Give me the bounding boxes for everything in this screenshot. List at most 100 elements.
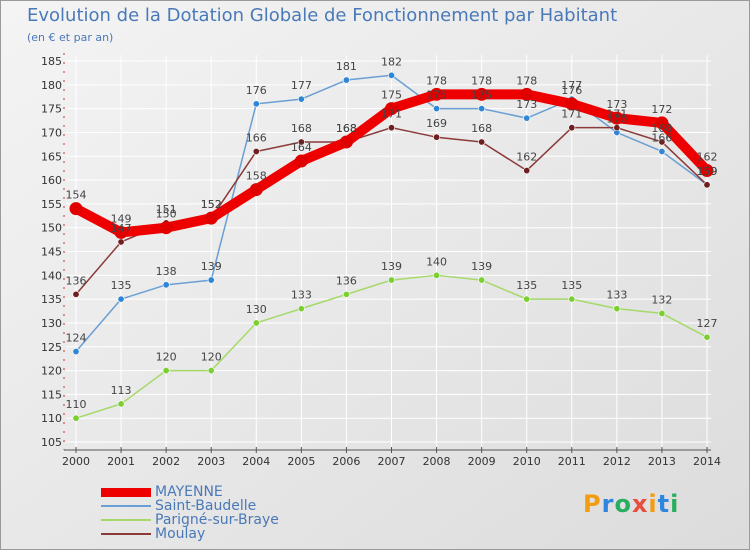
data-label: 168 xyxy=(471,122,492,135)
y-tick-label: 105 xyxy=(41,436,62,449)
legend-item-moulay[interactable]: Moulay xyxy=(101,527,279,541)
data-label: 168 xyxy=(651,122,672,135)
data-point xyxy=(610,111,624,125)
legend-item-mayenne[interactable]: MAYENNE xyxy=(101,485,279,499)
data-label: 178 xyxy=(471,74,492,87)
data-label: 178 xyxy=(426,74,447,87)
data-label: 166 xyxy=(651,131,672,144)
data-point xyxy=(297,138,305,146)
data-point xyxy=(520,87,534,101)
y-tick-label: 140 xyxy=(41,269,62,282)
data-point xyxy=(72,290,80,298)
data-label: 171 xyxy=(606,108,627,121)
data-point xyxy=(703,333,711,341)
data-point xyxy=(162,281,170,289)
data-point xyxy=(433,271,441,279)
data-point xyxy=(342,290,350,298)
data-point xyxy=(430,87,444,101)
data-label: 139 xyxy=(381,260,402,273)
data-point xyxy=(207,276,215,284)
data-label: 151 xyxy=(156,203,177,216)
data-label: 159 xyxy=(697,165,718,178)
y-tick-label: 180 xyxy=(41,79,62,92)
data-point xyxy=(433,105,441,113)
data-label: 175 xyxy=(426,89,447,102)
data-point xyxy=(159,221,173,235)
data-point xyxy=(387,276,395,284)
data-point xyxy=(385,102,398,116)
data-point xyxy=(475,87,489,101)
data-label: 136 xyxy=(66,274,87,287)
data-point xyxy=(613,305,621,313)
data-point xyxy=(72,414,80,422)
data-label: 110 xyxy=(66,398,87,411)
legend-label-saint-baudelle: Saint-Baudelle xyxy=(155,498,257,514)
data-label: 113 xyxy=(111,384,132,397)
data-label: 150 xyxy=(156,208,177,221)
data-point xyxy=(249,183,263,197)
axes: 105 110 115 120 125 130 135 140 145 150 155 160 165 1… xyxy=(41,53,721,468)
y-tick-label: 160 xyxy=(41,174,62,187)
data-label: 120 xyxy=(156,351,177,364)
data-label: 133 xyxy=(606,289,627,302)
data-label: 147 xyxy=(111,222,132,235)
data-label: 173 xyxy=(516,98,537,111)
data-point xyxy=(387,124,395,132)
data-point xyxy=(342,76,350,84)
legend-label-parigne-sur-braye: Parigné-sur-Braye xyxy=(155,512,279,528)
x-tick-label: 2009 xyxy=(468,455,496,468)
data-label: 138 xyxy=(156,265,177,278)
legend-item-saint-baudelle[interactable]: Saint-Baudelle xyxy=(101,499,279,513)
data-label: 139 xyxy=(201,260,222,273)
data-point xyxy=(252,319,260,327)
x-tick-label: 2002 xyxy=(152,455,180,468)
legend-label-moulay: Moulay xyxy=(155,526,206,542)
x-tick-label: 2014 xyxy=(693,455,721,468)
data-point xyxy=(297,95,305,103)
data-point xyxy=(69,202,83,216)
y-tick-label: 115 xyxy=(41,388,62,401)
logo-letter: i xyxy=(648,490,658,518)
y-tick-label: 170 xyxy=(41,126,62,139)
data-label: 139 xyxy=(471,260,492,273)
x-tick-label: 2006 xyxy=(332,455,360,468)
data-label: 173 xyxy=(606,98,627,111)
data-point xyxy=(387,71,395,79)
legend-item-parigne-sur-braye[interactable]: Parigné-sur-Braye xyxy=(101,513,279,527)
data-point xyxy=(523,114,531,122)
proxiti-logo[interactable]: Proxiti xyxy=(583,490,679,518)
legend-swatch-saint-baudelle xyxy=(101,505,151,507)
data-label: 152 xyxy=(201,198,222,211)
series-lines xyxy=(69,71,714,422)
x-tick-label: 2000 xyxy=(62,455,90,468)
data-label: 181 xyxy=(336,60,357,73)
data-point xyxy=(162,367,170,375)
data-label: 182 xyxy=(381,55,402,68)
data-label: 178 xyxy=(516,74,537,87)
y-tick-label: 120 xyxy=(41,365,62,378)
data-label: 171 xyxy=(561,108,582,121)
data-point xyxy=(117,400,125,408)
data-point xyxy=(297,305,305,313)
x-tick-label: 2011 xyxy=(558,455,586,468)
logo-letter: P xyxy=(583,490,602,518)
x-tick-label: 2003 xyxy=(197,455,225,468)
data-point xyxy=(117,238,125,246)
data-label: 168 xyxy=(336,122,357,135)
y-tick-label: 110 xyxy=(41,412,62,425)
data-label: 140 xyxy=(426,255,447,268)
data-label: 152 xyxy=(201,198,222,211)
data-point xyxy=(568,124,576,132)
data-labels: 110 113 120 120 130 133 136 139 140 139 135 135 133 1… xyxy=(66,55,718,411)
data-label: 177 xyxy=(291,79,312,92)
y-tick-label: 150 xyxy=(41,222,62,235)
y-tick-label: 130 xyxy=(41,317,62,330)
data-point xyxy=(117,295,125,303)
data-label: 170 xyxy=(606,112,627,125)
legend-label-mayenne: MAYENNE xyxy=(155,484,223,500)
data-label: 168 xyxy=(336,122,357,135)
x-tick-label: 2004 xyxy=(242,455,270,468)
x-tick-label: 2013 xyxy=(648,455,676,468)
data-point xyxy=(478,138,486,146)
